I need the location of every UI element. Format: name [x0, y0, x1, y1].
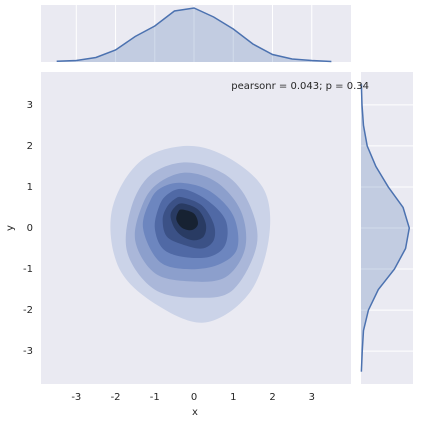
density-area [56, 8, 332, 62]
y-tick-label: -2 [23, 305, 33, 316]
top-marginal-bg [41, 5, 351, 62]
x-tick-label: 2 [269, 392, 275, 403]
y-tick-label: -1 [23, 264, 33, 275]
x-axis-label: x [192, 407, 198, 418]
y-tick-label: 0 [27, 223, 33, 234]
x-tick-label: 3 [309, 392, 315, 403]
density-line [360, 84, 411, 372]
x-tick-label: 0 [191, 392, 197, 403]
y-tick-label: 1 [27, 182, 33, 193]
x-tick-label: -2 [111, 392, 121, 403]
y-axis-label: y [5, 225, 16, 231]
x-tick-label: -1 [150, 392, 160, 403]
annotation: pearsonr = 0.043; p = 0.34 [231, 81, 369, 92]
density-line [56, 7, 332, 63]
y-tick-label: 2 [27, 141, 33, 152]
x-tick-label: -3 [71, 392, 81, 403]
x-tick-label: 1 [230, 392, 236, 403]
y-tick-label: 3 [27, 100, 33, 111]
contour [176, 209, 199, 231]
y-tick-label: -3 [23, 346, 33, 357]
